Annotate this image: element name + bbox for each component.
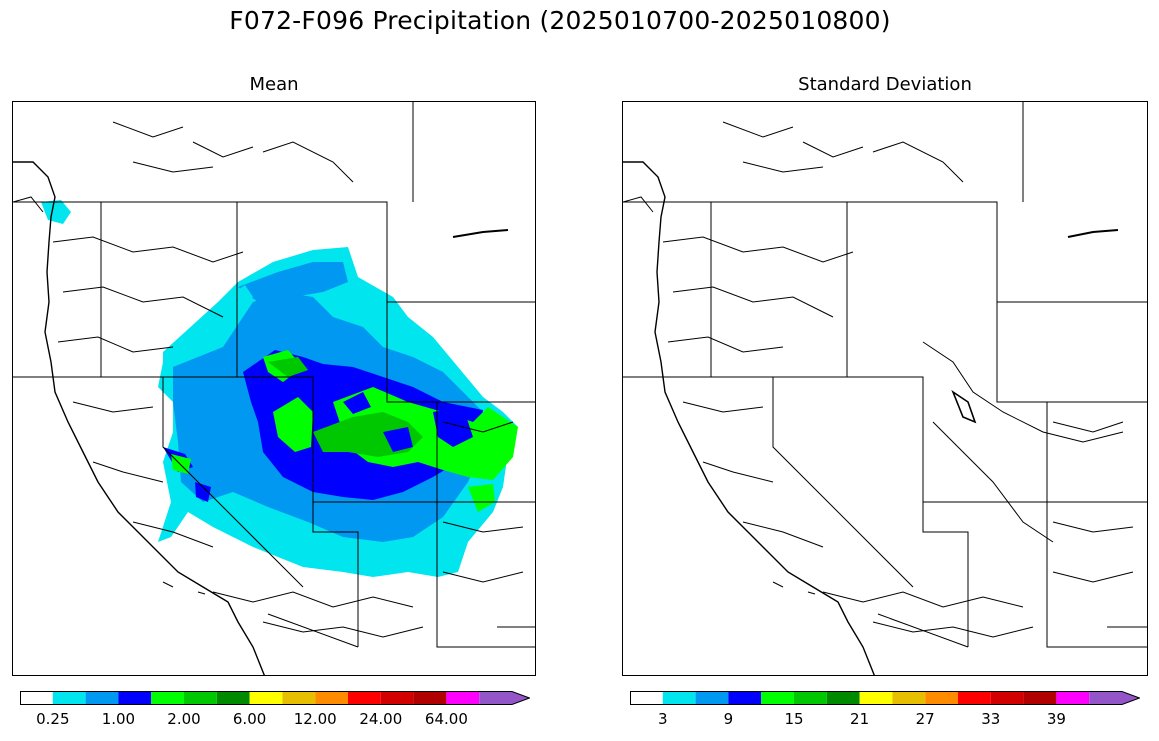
std-panel-title: Standard Deviation <box>798 74 972 95</box>
colorbar-bin-0-13 <box>446 691 480 705</box>
colorbar-bin-0-12 <box>413 691 447 705</box>
colorbar-bin-1-10 <box>958 691 991 705</box>
figure-title: F072-F096 Precipitation (2025010700-2025… <box>229 6 891 35</box>
mean-map-canvas <box>13 102 535 675</box>
colorbar-tick-label: 24.00 <box>359 710 403 728</box>
colorbar-bin-0-5 <box>184 691 217 705</box>
region-midgreen-north <box>268 357 308 377</box>
region-darkblue-s <box>195 482 211 502</box>
colorbar-bin-1-13 <box>1056 691 1090 705</box>
colorbar-bin-0-14 <box>479 691 530 705</box>
colorbar-bin-1-9 <box>925 691 958 705</box>
colorbar-bin-1-2 <box>695 691 729 705</box>
mean-panel-title: Mean <box>249 74 299 95</box>
colorbar-bin-1-12 <box>1023 691 1057 705</box>
colorbar-tick-label: 12.00 <box>293 710 337 728</box>
colorbar-bin-0-7 <box>249 691 283 705</box>
colorbar-bin-0-2 <box>85 691 119 705</box>
colorbar-bin-0-8 <box>282 691 316 705</box>
colorbar-bin-0-11 <box>380 691 414 705</box>
region-green-west <box>273 397 313 452</box>
std-map <box>622 101 1148 676</box>
colorbar-tick-label: 64.00 <box>424 710 468 728</box>
colorbar-tick-label: 15 <box>784 710 804 728</box>
colorbar-bin-0-1 <box>52 691 86 705</box>
colorbar-tick-label: 1.00 <box>101 710 136 728</box>
std-colorbar-canvas <box>630 691 1141 705</box>
colorbar-bin-0-3 <box>118 691 152 705</box>
mean-colorbar <box>20 690 531 705</box>
colorbar-tick-label: 3 <box>658 710 668 728</box>
mean-precip-fill <box>41 200 518 577</box>
region-green-sw <box>171 454 191 474</box>
std-colorbar <box>630 690 1141 705</box>
colorbar-bin-0-9 <box>315 691 348 705</box>
region-darkblue-island2 <box>383 427 413 452</box>
mean-map <box>12 101 536 676</box>
colorbar-bin-1-11 <box>990 691 1024 705</box>
colorbar-bin-0-4 <box>151 691 184 705</box>
region-darkblue-island <box>343 392 371 414</box>
region-blue-north <box>238 262 348 302</box>
region-darkblue-east <box>433 407 473 447</box>
colorbar-outline-1 <box>630 691 1141 705</box>
mean-colorbar-canvas <box>20 691 531 705</box>
colorbar-bin-0-10 <box>348 691 381 705</box>
colorbar-outline-0 <box>20 691 531 705</box>
colorbar-tick-label: 27 <box>915 710 935 728</box>
std-map-canvas <box>623 102 1147 675</box>
colorbar-bin-1-14 <box>1089 691 1140 705</box>
colorbar-bin-0-0 <box>20 691 53 705</box>
colorbar-bin-1-4 <box>761 691 794 705</box>
std-basemap <box>623 102 1147 675</box>
colorbar-tick-label: 39 <box>1046 710 1066 728</box>
colorbar-tick-label: 6.00 <box>232 710 267 728</box>
colorbar-bin-0-6 <box>216 691 250 705</box>
colorbar-bin-1-7 <box>859 691 893 705</box>
colorbar-tick-label: 2.00 <box>167 710 201 728</box>
region-green-se <box>468 484 495 512</box>
colorbar-bin-1-8 <box>892 691 926 705</box>
colorbar-tick-label: 0.25 <box>36 710 70 728</box>
colorbar-bin-1-5 <box>794 691 827 705</box>
mean-basemap <box>13 102 535 675</box>
colorbar-tick-label: 33 <box>981 710 1001 728</box>
colorbar-bin-1-1 <box>662 691 696 705</box>
colorbar-tick-label: 21 <box>850 710 870 728</box>
region-cyan-nw <box>41 200 71 224</box>
colorbar-bin-1-0 <box>630 691 663 705</box>
colorbar-tick-label: 9 <box>723 710 734 728</box>
region-cyan-small <box>228 285 253 307</box>
colorbar-bin-1-6 <box>826 691 860 705</box>
colorbar-bin-1-3 <box>728 691 762 705</box>
